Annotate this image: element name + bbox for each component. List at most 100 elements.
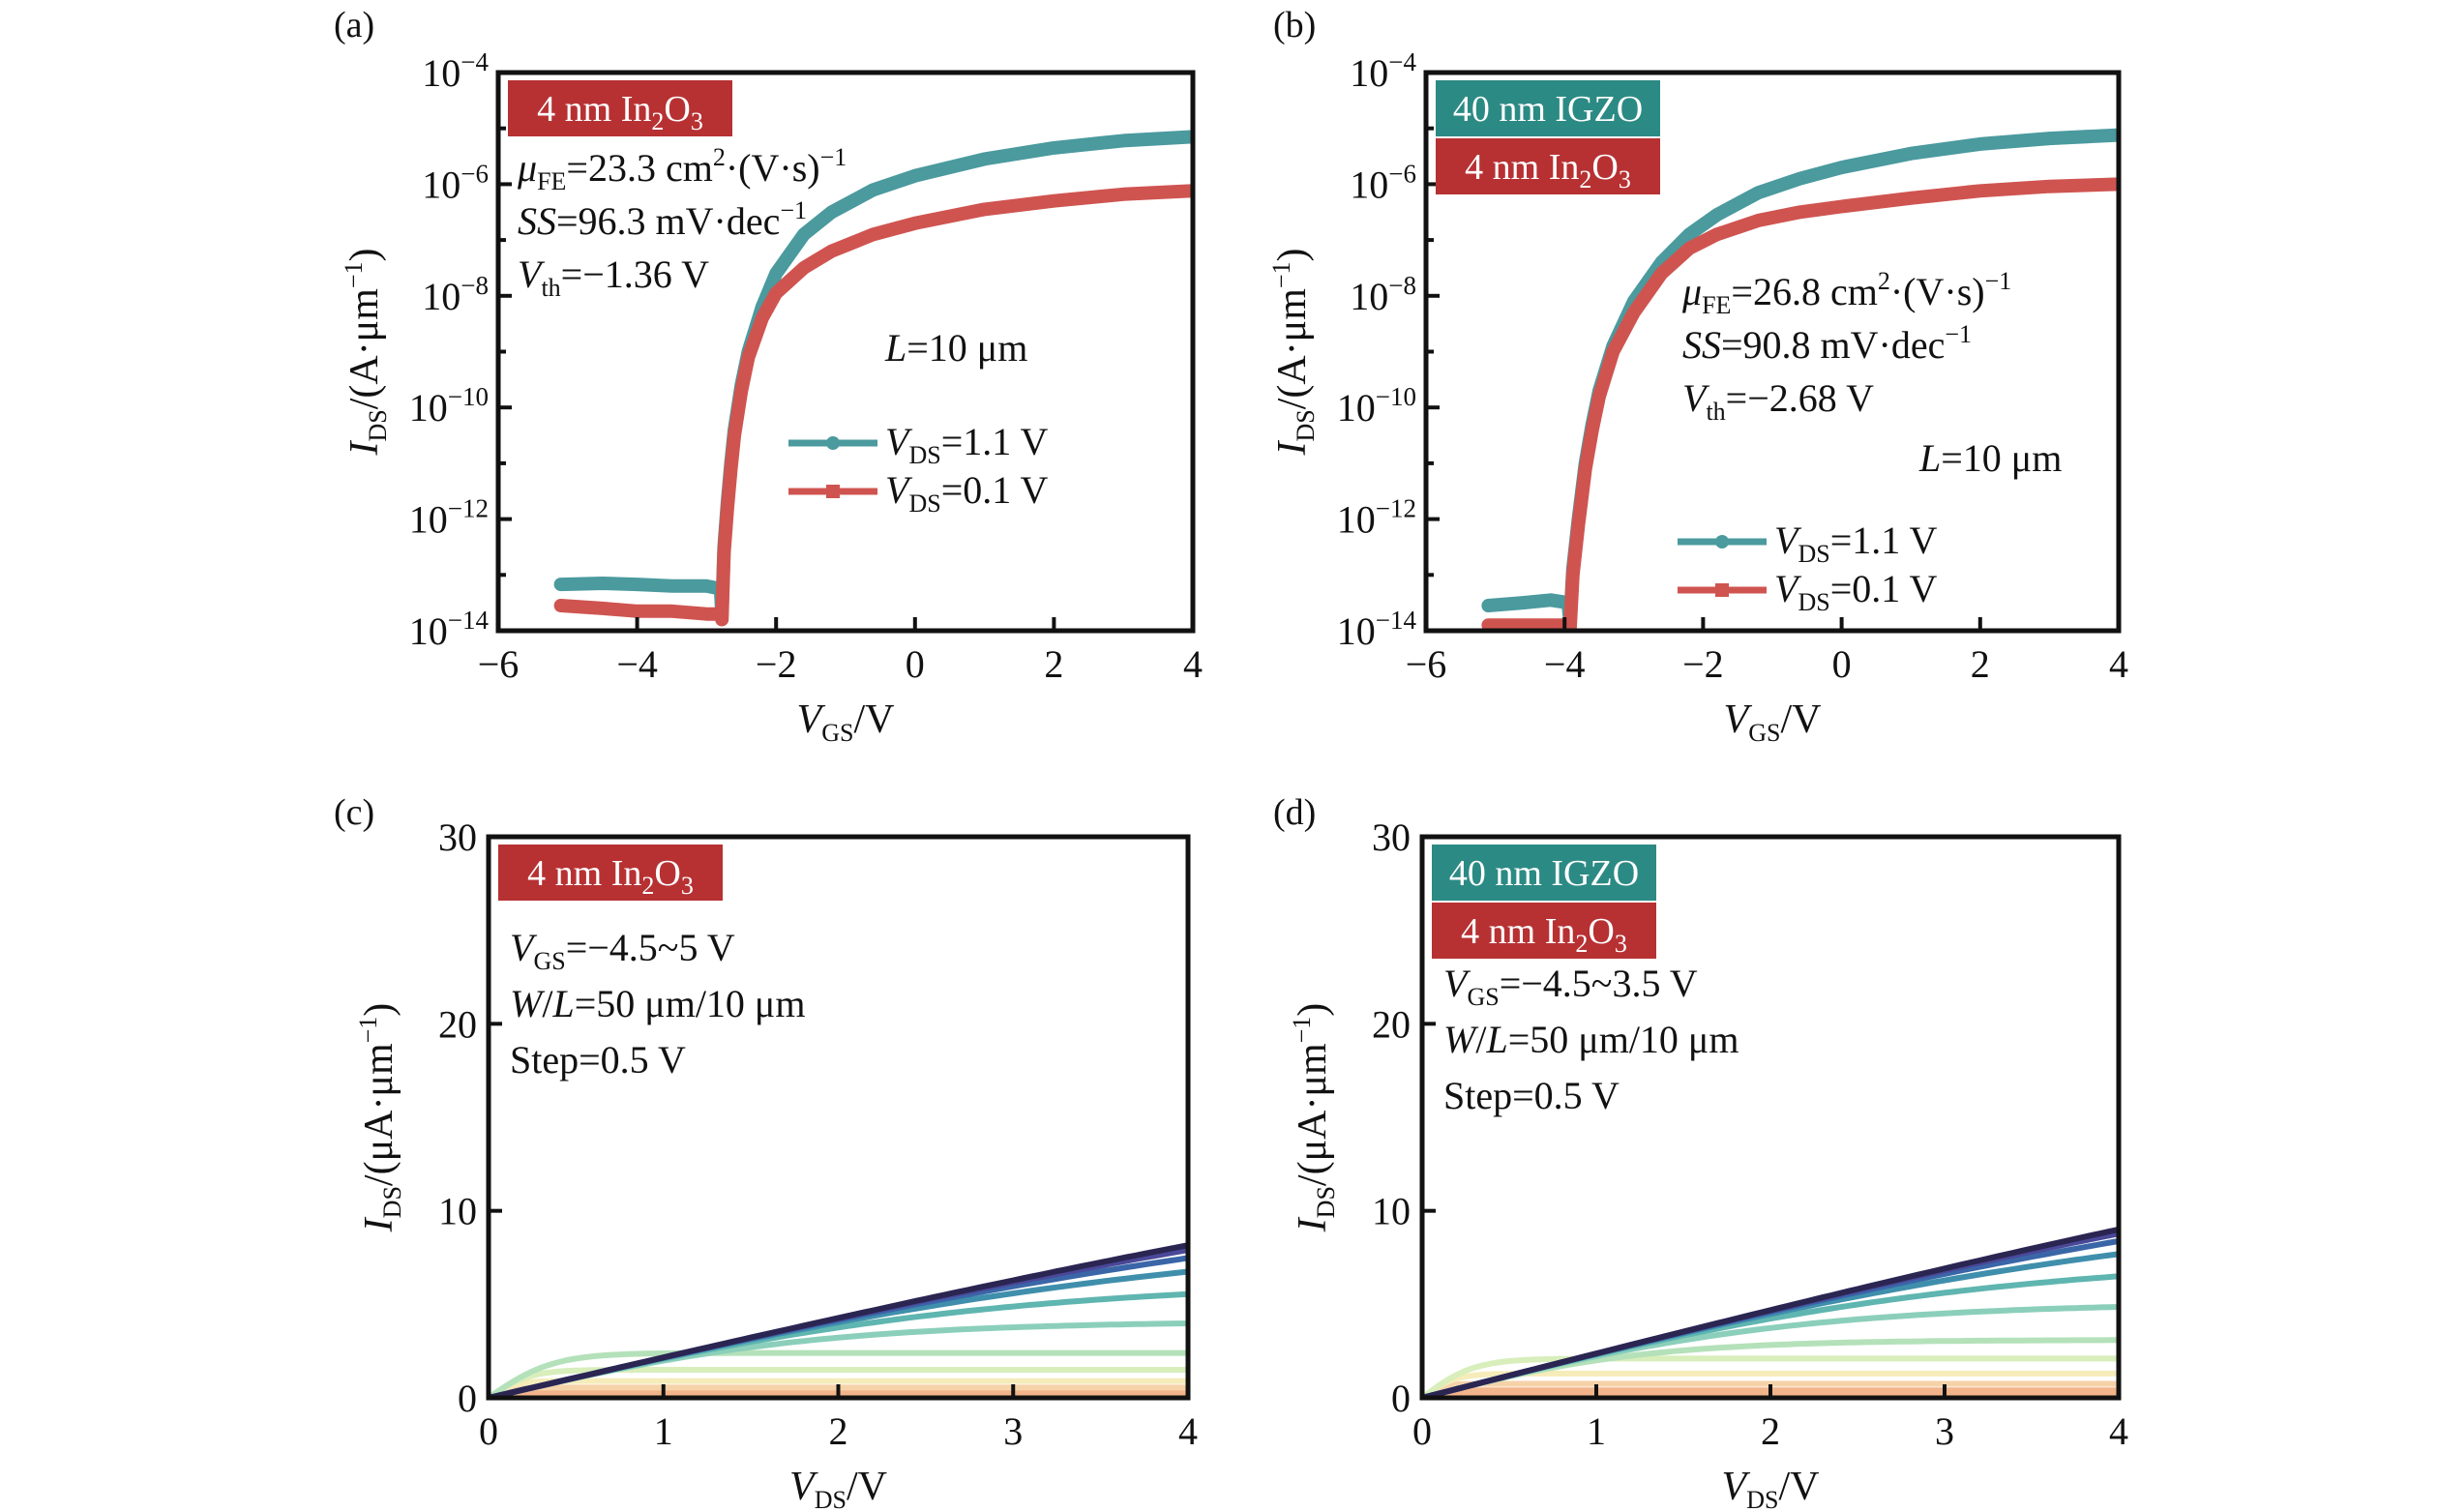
x-tick-label: 4 — [1183, 642, 1203, 686]
x-tick-label: −2 — [756, 642, 797, 686]
y-tick-label: 10−14 — [1337, 606, 1417, 653]
in2o3-badge: 4 nm In2O3 — [498, 845, 723, 901]
x-tick-label: −6 — [478, 642, 520, 686]
x-tick-label: −6 — [1406, 642, 1447, 686]
x-tick-label: 2 — [1044, 642, 1063, 686]
output-curve — [489, 1349, 1188, 1398]
badge-text: 4 nm In2O3 — [1465, 147, 1631, 193]
x-tick-label: 2 — [829, 1409, 848, 1453]
output-curve — [1422, 1226, 2119, 1398]
series-line — [1481, 177, 2119, 631]
x-tick-label: 4 — [2109, 1409, 2128, 1453]
step-text: Step=0.5 V — [1443, 1074, 1620, 1117]
output-curve — [489, 1242, 1188, 1398]
legend-label: VDS=1.1 V — [1774, 519, 1938, 568]
plot-area — [1422, 1226, 2119, 1398]
y-tick-label: 30 — [1372, 815, 1411, 859]
y-tick-label: 10−12 — [409, 494, 489, 542]
y-tick-label: 10−14 — [409, 606, 490, 653]
legend-label: VDS=0.1 V — [885, 468, 1049, 518]
output-curve — [1422, 1380, 2119, 1398]
y-tick-label: 10−12 — [1337, 494, 1416, 542]
ss-text: SS=96.3 mV·dec−1 — [518, 196, 807, 243]
x-tick-label: −4 — [616, 642, 658, 686]
x-axis-title: VGS/V — [1724, 697, 1822, 747]
legend-entry: VDS=1.1 V — [1678, 519, 1938, 568]
x-tick-label: 4 — [1178, 1409, 1198, 1453]
y-tick-label: 10−10 — [1337, 382, 1416, 430]
y-tick-label: 20 — [438, 1002, 477, 1046]
y-tick-label: 10−10 — [409, 382, 489, 430]
ss-text: SS=90.8 mV·dec−1 — [1682, 320, 1972, 367]
x-axis-title: VGS/V — [797, 697, 895, 747]
plot-area — [553, 130, 1193, 627]
y-axis-title: IDS/(A·μm−1) — [1267, 248, 1320, 456]
x-tick-label: 3 — [1935, 1409, 1954, 1453]
x-tick-label: −4 — [1544, 642, 1586, 686]
in2o3-badge: 4 nm In2O3 — [508, 80, 732, 136]
y-tick-label: 20 — [1372, 1002, 1411, 1046]
x-tick-label: 0 — [906, 642, 925, 686]
y-tick-label: 30 — [438, 815, 477, 859]
wl-ratio-text: W/L=50 μm/10 μm — [1443, 1018, 1739, 1061]
x-axis-title: VDS/V — [1722, 1465, 1820, 1512]
badge-text: 4 nm In2O3 — [527, 853, 694, 900]
panel-c: 0 1 2 3 4 0 10 20 30 VDS/V IDS/(μA·μm−1) (c) 4 nm In… — [334, 792, 1198, 1512]
legend-label: VDS=0.1 V — [1774, 567, 1938, 616]
legend-label: VDS=1.1 V — [885, 420, 1049, 469]
igzo-badge: 40 nm IGZO — [1436, 80, 1660, 136]
y-tick-label: 0 — [1391, 1377, 1411, 1420]
y-tick-label: 10−8 — [1350, 271, 1416, 318]
y-tick-label: 10−6 — [1350, 159, 1416, 206]
y-axis-title: IDS/(A·μm−1) — [340, 248, 392, 456]
vth-text: Vth=−2.68 V — [1682, 376, 1874, 426]
output-curve — [1422, 1273, 2119, 1398]
channel-length-text: L=10 μm — [884, 326, 1027, 370]
x-tick-label: 0 — [1832, 642, 1852, 686]
series-line — [553, 184, 1193, 627]
panel-d: 0 1 2 3 4 0 10 20 30 VDS/V IDS/(μA·μm−1) (d) 40 nm I… — [1273, 792, 2128, 1512]
y-axis-title: IDS/(μA·μm−1) — [354, 1003, 406, 1233]
y-tick-label: 10 — [1372, 1190, 1411, 1233]
x-tick-label: −2 — [1682, 642, 1724, 686]
badge-text: 4 nm In2O3 — [1461, 911, 1627, 958]
plot-area — [1481, 128, 2119, 631]
badge-text: 40 nm IGZO — [1449, 853, 1639, 894]
igzo-badge: 40 nm IGZO — [1432, 845, 1656, 901]
legend-entry: VDS=0.1 V — [788, 468, 1049, 518]
panel-a: −6 −4 −2 0 2 4 10−4 10−6 10−8 10−10 10−12 10−14 VGS/… — [334, 5, 1203, 747]
x-axis-title: VDS/V — [789, 1465, 887, 1512]
panel-label: (b) — [1273, 5, 1316, 45]
x-tick-label: 1 — [1587, 1409, 1606, 1453]
x-tick-label: 1 — [654, 1409, 673, 1453]
badge-text: 40 nm IGZO — [1453, 89, 1643, 130]
badge-text: 4 nm In2O3 — [537, 89, 703, 135]
legend-entry: VDS=1.1 V — [788, 420, 1049, 469]
in2o3-badge: 4 nm In2O3 — [1432, 903, 1656, 959]
y-tick-label: 10−4 — [1350, 47, 1416, 95]
mobility-text: μFE=23.3 cm2·(V·s)−1 — [517, 143, 847, 195]
panel-label: (d) — [1273, 792, 1316, 833]
output-curve — [1422, 1355, 2119, 1398]
vgs-range-text: VGS=−4.5~5 V — [510, 926, 735, 975]
wl-ratio-text: W/L=50 μm/10 μm — [510, 982, 806, 1025]
y-axis-title: IDS/(μA·μm−1) — [1288, 1003, 1340, 1233]
channel-length-text: L=10 μm — [1918, 436, 2062, 480]
x-tick-label: 0 — [1412, 1409, 1432, 1453]
panel-label: (a) — [334, 5, 374, 45]
vth-text: Vth=−1.36 V — [518, 252, 709, 302]
x-tick-label: 2 — [1971, 642, 1990, 686]
x-tick-label: 2 — [1761, 1409, 1780, 1453]
output-curve — [489, 1378, 1188, 1398]
vgs-range-text: VGS=−4.5~3.5 V — [1443, 962, 1698, 1011]
x-tick-label: 0 — [479, 1409, 498, 1453]
mobility-text: μFE=26.8 cm2·(V·s)−1 — [1681, 267, 2011, 319]
y-tick-label: 10−6 — [422, 159, 489, 206]
y-tick-label: 0 — [458, 1377, 477, 1420]
y-tick-label: 10−4 — [422, 47, 489, 95]
panel-b: −6 −4 −2 0 2 4 10−4 10−6 10−8 10−10 10−12 10−14 VGS/… — [1267, 5, 2128, 747]
x-tick-label: 4 — [2109, 642, 2128, 686]
y-tick-label: 10 — [438, 1190, 477, 1233]
plot-frame — [486, 834, 1191, 1401]
